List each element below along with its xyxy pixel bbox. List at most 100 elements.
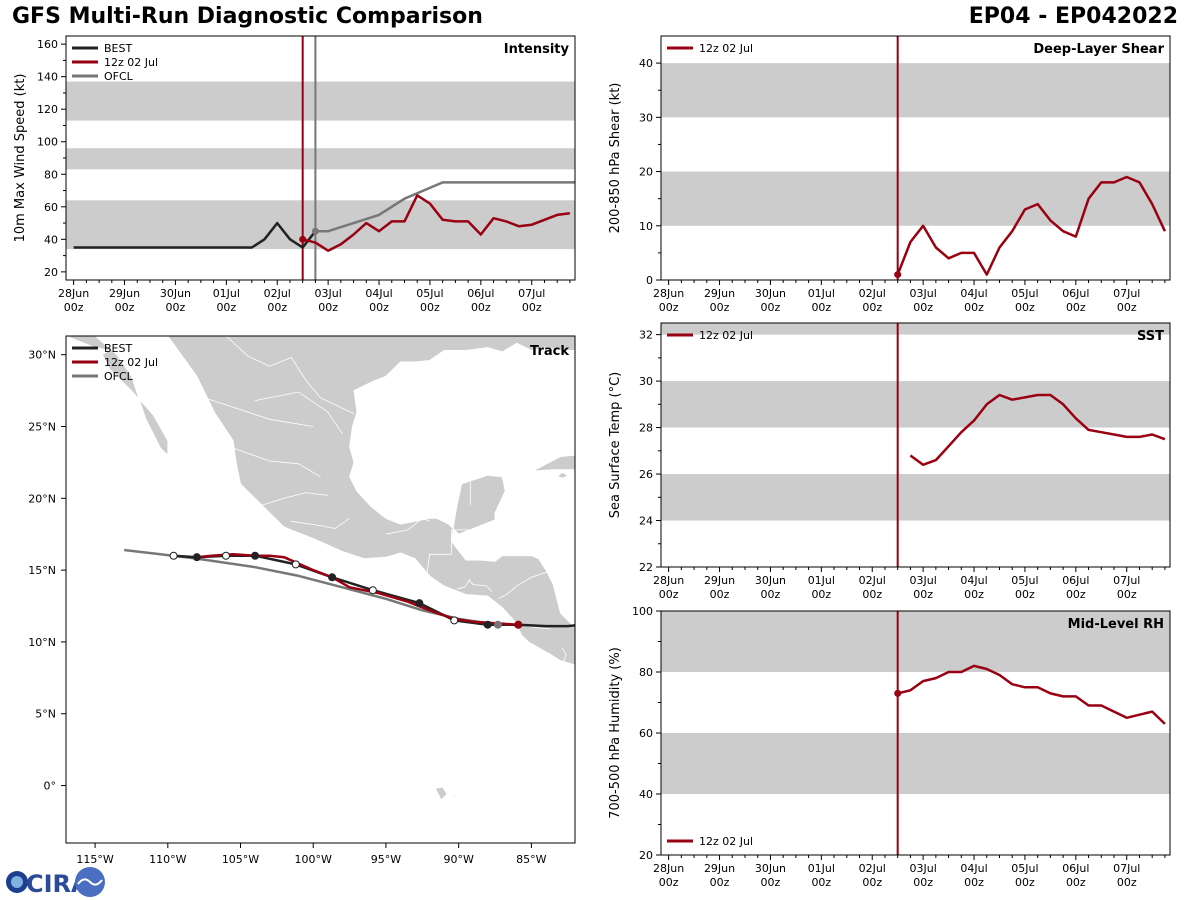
x-tick-label-hour: 00z [1066,588,1086,601]
axes-frame [660,322,1171,568]
state-border [385,517,430,535]
threshold-band [661,171,1170,226]
x-tick-label-day: 06Jul [1062,287,1089,300]
state-border [426,529,475,576]
x-tick-label-day: 01Jul [808,287,835,300]
state-border [497,569,554,600]
state-border [468,579,493,592]
land-polygon [464,796,470,801]
x-tick-label-day: 29Jun [704,862,735,875]
track-line-12z-02-jul [196,553,519,626]
x-tick-label-hour: 00z [216,301,236,314]
x-tick-label-day: 07Jul [1113,287,1140,300]
y-tick-label: 120 [37,103,58,116]
y-tick-label: 20 [639,166,653,179]
x-tick-label: 85°W [516,853,546,866]
x-tick-label-hour: 00z [659,301,679,314]
panel-rh: 2040608010028Jun00z29Jun00z30Jun00z01Jul… [608,605,1171,889]
x-tick-label: 105°W [222,853,259,866]
x-tick-label-hour: 00z [964,588,984,601]
y-tick-label: 30 [639,375,653,388]
x-tick-label-day: 02Jul [264,287,291,300]
x-tick-label-day: 05Jul [1011,862,1038,875]
x-tick-label-day: 06Jul [1062,862,1089,875]
track-point [415,599,424,608]
x-tick-label: 90°W [443,853,473,866]
x-tick-label-day: 03Jul [314,287,341,300]
x-tick-label-hour: 00z [1117,588,1137,601]
y-tick-label: 140 [37,71,58,84]
y-tick-label: 10 [639,220,653,233]
y-tick-label: 100 [37,136,58,149]
threshold-band [661,733,1170,794]
legend-label: 12z 02 Jul [104,56,158,69]
x-tick-label-hour: 00z [913,301,933,314]
figure-title: GFS Multi-Run Diagnostic Comparison [12,4,483,29]
x-tick-label-hour: 00z [964,876,984,889]
x-tick-label-day: 04Jul [960,574,987,587]
state-border [469,476,480,506]
x-tick-label-hour: 00z [761,588,781,601]
plot-area [661,611,1170,855]
x-tick-label-hour: 00z [1117,301,1137,314]
threshold-band [66,81,575,121]
x-tick-label-hour: 00z [318,301,338,314]
x-tick-label-hour: 00z [811,588,831,601]
legend-label: 12z 02 Jul [699,42,753,55]
state-border [182,390,314,427]
x-tick-label-hour: 00z [913,588,933,601]
y-tick-label: 32 [639,329,653,342]
state-border [233,447,321,478]
x-tick-label-hour: 00z [862,588,882,601]
axes-frame [660,35,1171,281]
legend-label: BEST [104,342,132,355]
series-line-12z-02-jul [896,175,1167,276]
logo-wave-icon [77,878,103,886]
legend-label: 12z 02 Jul [699,835,753,848]
x-tick-label-day: 03Jul [909,574,936,587]
state-border [457,578,471,590]
y-tick-label: 30°N [28,349,56,362]
y-tick-label: 0° [44,780,57,793]
x-tick-label: 115°W [76,853,113,866]
x-tick-label-hour: 00z [369,301,389,314]
y-tick-label: 40 [639,788,653,801]
land-polygon [574,386,575,406]
x-tick-label-day: 02Jul [859,574,886,587]
x-tick-label-hour: 00z [1066,876,1086,889]
x-tick-label-day: 28Jun [653,287,684,300]
y-axis-label: 200-850 hPa Shear (kt) [608,83,623,234]
plot-area [661,36,1170,280]
x-tick-label: 110°W [149,853,186,866]
y-tick-label: 10°N [28,636,56,649]
panel-title: Mid-Level RH [1068,617,1164,632]
x-tick-label-hour: 00z [862,876,882,889]
threshold-band [661,474,1170,521]
series-line-12z-02-jul [302,194,571,252]
track-point [328,573,337,582]
x-tick-label-day: 28Jun [653,862,684,875]
series-line-ofcl [315,181,575,233]
x-tick-label-day: 03Jul [909,287,936,300]
land-polygon [66,336,169,457]
y-tick-label: 80 [639,666,653,679]
x-tick-label-hour: 00z [811,876,831,889]
state-border [561,647,567,666]
y-tick-label: 40 [639,57,653,70]
x-tick-label-hour: 00z [811,301,831,314]
x-tick-label-day: 28Jun [58,287,89,300]
x-tick-label-hour: 00z [1015,876,1035,889]
threshold-band [661,611,1170,672]
y-tick-label: 25°N [28,420,56,433]
state-border [255,391,343,434]
x-tick-label-day: 01Jul [213,287,240,300]
x-tick-label-day: 07Jul [1113,862,1140,875]
x-tick-label-hour: 00z [1015,588,1035,601]
x-tick-label-hour: 00z [1066,301,1086,314]
x-tick-label-day: 29Jun [704,574,735,587]
panel-track: 115°W 110°W 105°W 100°W 95°W 90°W 85°W 0° 5°N 10°… [28,335,576,866]
series-line-12z-02-jul [897,664,1166,725]
legend-label: 12z 02 Jul [104,356,158,369]
x-tick-label-hour: 00z [659,588,679,601]
map-area [66,336,575,843]
